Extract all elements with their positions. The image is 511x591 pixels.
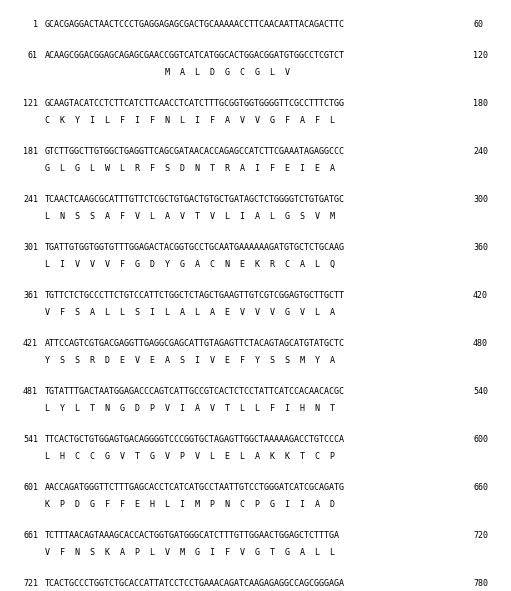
Text: C  K  Y  I  L  F  I  F  N  L  I  F  A  V  V  G  F  A  F  L: C K Y I L F I F N L I F A V V G F A F L xyxy=(45,116,335,125)
Text: 301: 301 xyxy=(23,243,38,252)
Text: ACAAGCGGACGGAGCAGAGCGAACCGGTCATCATGGCACTGGACGGATGTGGCCTCGTCT: ACAAGCGGACGGAGCAGAGCGAACCGGTCATCATGGCACT… xyxy=(45,51,345,60)
Text: TCACTGCCCTGGTCTGCACCATTATCCTCCTGAAACAGATCAAGAGAGGCCAGCGGGAGA: TCACTGCCCTGGTCTGCACCATTATCCTCCTGAAACAGAT… xyxy=(45,579,345,588)
Text: 720: 720 xyxy=(473,531,488,540)
Text: TGTTCTCTGCCCTTCTGTCCATTCTGGCTCTAGCTGAAGTTGTCGTCGGAGTGCTTGCTT: TGTTCTCTGCCCTTCTGTCCATTCTGGCTCTAGCTGAAGT… xyxy=(45,291,345,300)
Text: 240: 240 xyxy=(473,147,488,156)
Text: L  H  C  C  G  V  T  G  V  P  V  L  E  L  A  K  K  T  C  P: L H C C G V T G V P V L E L A K K T C P xyxy=(45,452,335,461)
Text: G  L  G  L  W  L  R  F  S  D  N  T  R  A  I  F  E  I  E  A: G L G L W L R F S D N T R A I F E I E A xyxy=(45,164,335,173)
Text: 61: 61 xyxy=(28,51,38,60)
Text: GCACGAGGACTAACTCCCTGAGGAGAGCGACTGCAAAAACCTTCAACAATTACAGACTTC: GCACGAGGACTAACTCCCTGAGGAGAGCGACTGCAAAAAC… xyxy=(45,20,345,29)
Text: 241: 241 xyxy=(23,195,38,204)
Text: V  F  S  A  L  L  S  I  L  A  L  A  E  V  V  V  G  V  L  A: V F S A L L S I L A L A E V V V G V L A xyxy=(45,308,335,317)
Text: L  Y  L  T  N  G  D  P  V  I  A  V  T  L  L  F  I  H  N  T: L Y L T N G D P V I A V T L L F I H N T xyxy=(45,404,335,413)
Text: 180: 180 xyxy=(473,99,488,108)
Text: 361: 361 xyxy=(23,291,38,300)
Text: TGATTGTGGTGGTGTTTGGAGACTACGGTGCCTGCAATGAAAAAAGATGTGCTCTGCAAG: TGATTGTGGTGGTGTTTGGAGACTACGGTGCCTGCAATGA… xyxy=(45,243,345,252)
Text: TTCACTGCTGTGGAGTGACAGGGGTCCCGGTGCTAGAGTTGGCTAAAAAGACCTGTCCCA: TTCACTGCTGTGGAGTGACAGGGGTCCCGGTGCTAGAGTT… xyxy=(45,435,345,444)
Text: GCAAGTACATCCTCTTCATCTTCAACCTCATCTTTGCGGTGGTGGGGTTCGCCTTTCTGG: GCAAGTACATCCTCTTCATCTTCAACCTCATCTTTGCGGT… xyxy=(45,99,345,108)
Text: 121: 121 xyxy=(23,99,38,108)
Text: GTCTTGGCTTGTGGCTGAGGTTCAGCGATAACACCAGAGCCATCTTCGAAATAGAGGCCC: GTCTTGGCTTGTGGCTGAGGTTCAGCGATAACACCAGAGC… xyxy=(45,147,345,156)
Text: AACCAGATGGGTTCTTTGAGCACCTCATCATGCCTAATTGTCCTGGGATCATCGCAGATG: AACCAGATGGGTTCTTTGAGCACCTCATCATGCCTAATTG… xyxy=(45,483,345,492)
Text: V  F  N  S  K  A  P  L  V  M  G  I  F  V  G  T  G  A  L  L: V F N S K A P L V M G I F V G T G A L L xyxy=(45,548,335,557)
Text: 721: 721 xyxy=(23,579,38,588)
Text: TGTATTTGACTAATGGAGACCCAGTCATTGCCGTCACTCTCCTATTCATCCACAACACGC: TGTATTTGACTAATGGAGACCCAGTCATTGCCGTCACTCT… xyxy=(45,387,345,396)
Text: 480: 480 xyxy=(473,339,488,348)
Text: 601: 601 xyxy=(23,483,38,492)
Text: 540: 540 xyxy=(473,387,488,396)
Text: 1: 1 xyxy=(33,20,38,29)
Text: TCTTTAACAGTAAAGCACCACTGGTGATGGGCATCTTTGTTGGAACTGGAGCTCTTTGA: TCTTTAACAGTAAAGCACCACTGGTGATGGGCATCTTTGT… xyxy=(45,531,340,540)
Text: L  N  S  S  A  F  V  L  A  V  T  V  L  I  A  L  G  S  V  M: L N S S A F V L A V T V L I A L G S V M xyxy=(45,212,335,221)
Text: 660: 660 xyxy=(473,483,488,492)
Text: 181: 181 xyxy=(23,147,38,156)
Text: ATTCCAGTCGTGACGAGGTTGAGGCGAGCATTGTAGAGTTCTACAGTAGCATGTATGCTC: ATTCCAGTCGTGACGAGGTTGAGGCGAGCATTGTAGAGTT… xyxy=(45,339,345,348)
Text: TCAACTCAAGCGCATTTGTTCTCGCTGTGACTGTGCTGATAGCTCTGGGGTCTGTGATGC: TCAACTCAAGCGCATTTGTTCTCGCTGTGACTGTGCTGAT… xyxy=(45,195,345,204)
Text: 780: 780 xyxy=(473,579,488,588)
Text: 600: 600 xyxy=(473,435,488,444)
Text: 120: 120 xyxy=(473,51,488,60)
Text: Y  S  S  R  D  E  V  E  A  S  I  V  E  F  Y  S  S  M  Y  A: Y S S R D E V E A S I V E F Y S S M Y A xyxy=(45,356,335,365)
Text: 481: 481 xyxy=(23,387,38,396)
Text: 421: 421 xyxy=(23,339,38,348)
Text: 420: 420 xyxy=(473,291,488,300)
Text: 661: 661 xyxy=(23,531,38,540)
Text: 360: 360 xyxy=(473,243,488,252)
Text: 60: 60 xyxy=(473,20,483,29)
Text: K  P  D  G  F  F  E  H  L  I  M  P  N  C  P  G  I  I  A  D: K P D G F F E H L I M P N C P G I I A D xyxy=(45,500,335,509)
Text: 541: 541 xyxy=(23,435,38,444)
Text: L  I  V  V  V  F  G  D  Y  G  A  C  N  E  K  R  C  A  L  Q: L I V V V F G D Y G A C N E K R C A L Q xyxy=(45,260,335,269)
Text: 300: 300 xyxy=(473,195,488,204)
Text: M  A  L  D  G  C  G  L  V: M A L D G C G L V xyxy=(45,68,290,77)
